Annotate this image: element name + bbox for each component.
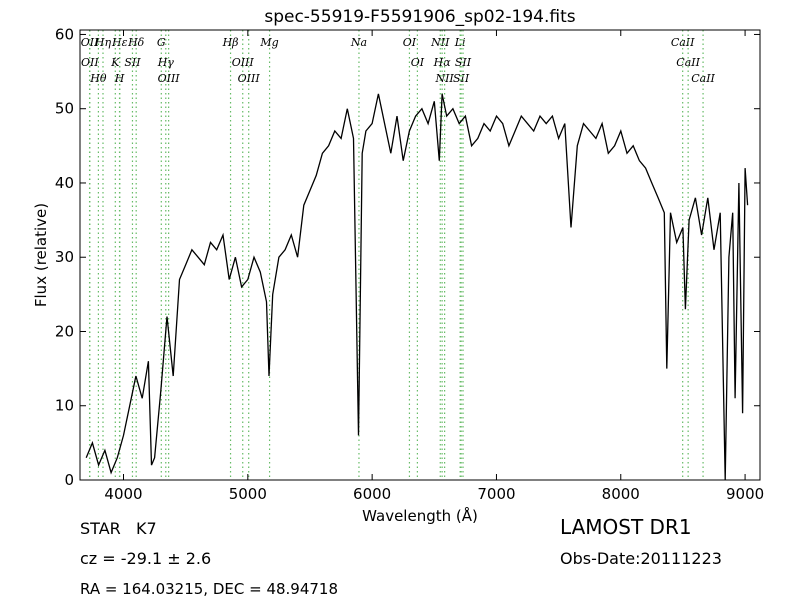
- x-tick-label: 9000: [726, 485, 764, 503]
- spectral-line-label: OI: [403, 36, 417, 49]
- redshift: cz = -29.1 ± 2.6: [80, 549, 211, 568]
- spectral-line-label: Hθ: [89, 72, 107, 85]
- x-axis-label: Wavelength (Å): [362, 506, 478, 525]
- y-tick-label: 30: [55, 248, 74, 266]
- coordinates: RA = 164.03215, DEC = 48.94718: [80, 580, 338, 598]
- spectral-line-label: NII: [430, 36, 450, 49]
- x-tick-label: 8000: [602, 485, 640, 503]
- spectral-line-label: Hδ: [127, 36, 145, 49]
- spectral-line-label: Na: [350, 36, 367, 49]
- spectrum-line: [85, 93, 749, 481]
- spectral-line-label: CaII: [691, 72, 715, 85]
- spectral-line-label: H: [114, 72, 125, 85]
- spectral-line-label: Mg: [259, 36, 278, 49]
- object-class: STAR K7: [80, 519, 157, 538]
- spectral-line-label: NII: [434, 72, 454, 85]
- spectral-line-label: CaII: [676, 56, 700, 69]
- spectral-line-label: Hα: [433, 56, 452, 69]
- spectral-line-label: Hη: [94, 36, 112, 49]
- spectral-line-label: SII: [455, 56, 472, 69]
- survey: LAMOST DR1: [560, 515, 692, 539]
- spectral-line-label: SII: [124, 56, 141, 69]
- spectral-line-label: Hβ: [222, 36, 239, 49]
- obs-date: Obs-Date:20111223: [560, 549, 722, 568]
- spectral-line-label: OII: [81, 56, 99, 69]
- spectral-line-label: OII: [81, 36, 99, 49]
- spectral-line-label: OI: [411, 56, 425, 69]
- spectral-line-label: CaII: [671, 36, 695, 49]
- spectral-line-label: Hε: [111, 36, 128, 49]
- spectral-line-label: Hγ: [157, 56, 175, 69]
- y-tick-label: 10: [55, 397, 74, 415]
- y-tick-label: 60: [55, 25, 74, 43]
- spectral-line-label: K: [110, 56, 120, 69]
- spectral-line-label: OIII: [158, 72, 181, 85]
- y-tick-label: 20: [55, 322, 74, 340]
- x-tick-label: 7000: [477, 485, 515, 503]
- spectral-line-label: SII: [453, 72, 470, 85]
- y-axis-label: Flux (relative): [32, 203, 50, 307]
- x-tick-label: 6000: [353, 485, 391, 503]
- x-tick-label: 4000: [104, 485, 142, 503]
- chart-title: spec-55919-F5591906_sp02-194.fits: [264, 7, 575, 27]
- y-tick-label: 40: [55, 174, 74, 192]
- y-tick-label: 50: [55, 100, 74, 118]
- spectral-line-label: G: [157, 36, 166, 49]
- spectral-line-label: OIII: [238, 72, 261, 85]
- spectral-line-label: Li: [454, 36, 466, 49]
- y-tick-label: 0: [64, 471, 74, 489]
- plot-frame: [79, 29, 761, 481]
- x-tick-label: 5000: [229, 485, 267, 503]
- spectral-line-label: OIII: [232, 56, 255, 69]
